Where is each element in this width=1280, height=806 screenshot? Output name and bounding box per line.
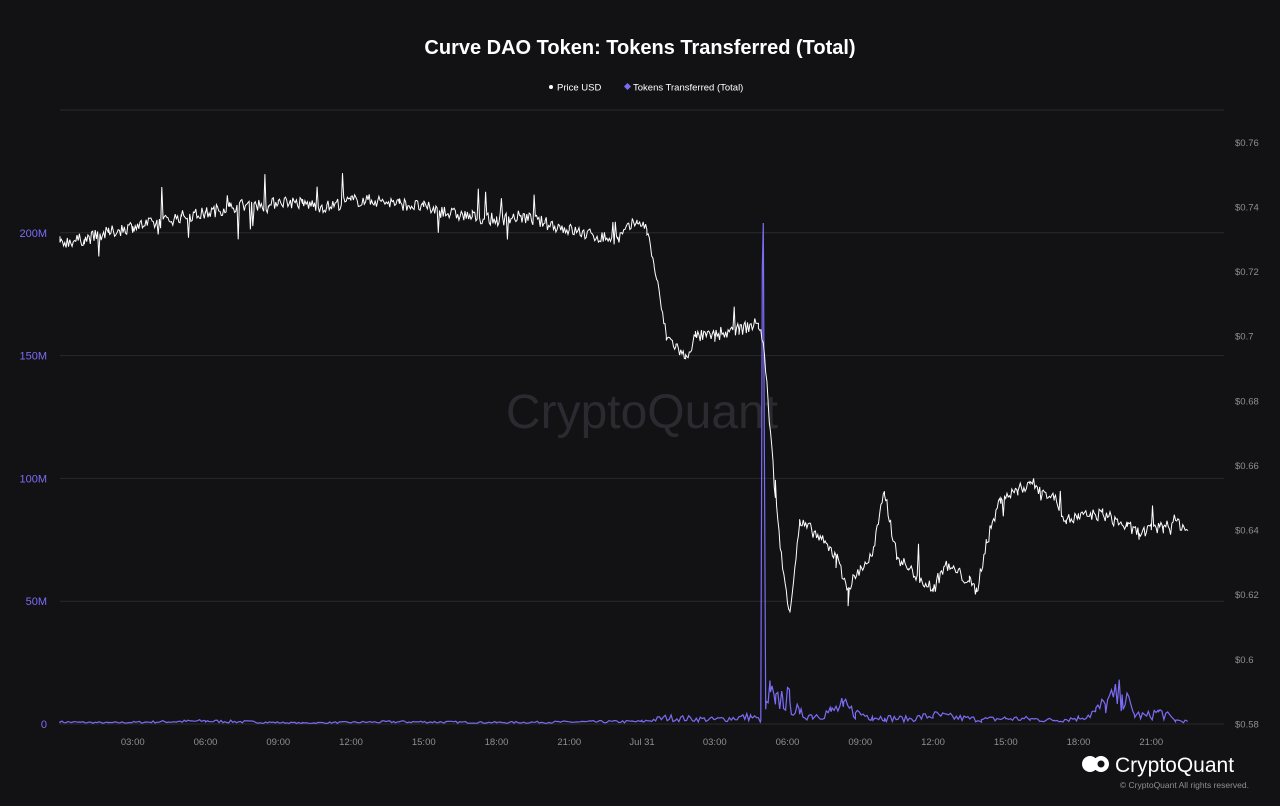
x-tick-label: 21:00	[1139, 737, 1163, 748]
legend-marker-diamond	[623, 82, 632, 91]
y-left-tick-label: 50M	[26, 596, 47, 608]
brand-logo: CryptoQuant	[1082, 754, 1234, 777]
series-tokens-transferred-line	[59, 222, 1189, 725]
logo-icon-hole	[1097, 760, 1105, 768]
gridlines	[60, 109, 1224, 725]
y-right-tick-label: $0.68	[1235, 396, 1259, 407]
legend: Price USD Tokens Transferred (Total)	[549, 83, 743, 94]
legend-item: Price USD	[549, 83, 601, 94]
x-axis: 03:00 06:00 09:00 12:00 15:00 18:00 21:00 Jul 3…	[121, 737, 1163, 748]
x-tick-label: 18:00	[485, 737, 509, 748]
x-tick-label: 15:00	[994, 737, 1018, 748]
y-right-tick-label: $0.6	[1235, 655, 1254, 666]
legend-marker-circle	[549, 85, 553, 89]
y-right-tick-label: $0.76	[1235, 138, 1259, 149]
watermark: CryptoQuant	[506, 386, 778, 439]
y-right-tick-label: $0.58	[1235, 720, 1259, 731]
legend-label: Tokens Transferred (Total)	[633, 83, 743, 94]
x-tick-label: Jul 31	[629, 737, 654, 748]
x-tick-label: 06:00	[776, 737, 800, 748]
logo-icon	[1082, 756, 1098, 772]
y-left-tick-label: 150M	[19, 351, 47, 363]
x-tick-label: 12:00	[921, 737, 945, 748]
x-tick-label: 09:00	[266, 737, 290, 748]
y-right-tick-label: $0.7	[1235, 332, 1254, 343]
x-tick-label: 18:00	[1067, 737, 1091, 748]
x-tick-label: 09:00	[848, 737, 872, 748]
y-right-tick-label: $0.64	[1235, 526, 1259, 537]
legend-label: Price USD	[557, 83, 601, 94]
y-right-tick-label: $0.62	[1235, 590, 1259, 601]
right-axis: $0.58 $0.6 $0.62 $0.64 $0.66 $0.68 $0.7 $0.72 $0…	[1235, 138, 1259, 731]
y-right-tick-label: $0.72	[1235, 267, 1259, 278]
x-tick-label: 15:00	[412, 737, 436, 748]
x-tick-label: 03:00	[703, 737, 727, 748]
brand-name: CryptoQuant	[1115, 754, 1234, 777]
x-tick-label: 12:00	[339, 737, 363, 748]
x-tick-label: 06:00	[194, 737, 218, 748]
x-tick-label: 21:00	[557, 737, 581, 748]
legend-item: Tokens Transferred (Total)	[623, 82, 743, 94]
copyright: © CryptoQuant All rights reserved.	[1120, 780, 1249, 790]
y-left-tick-label: 0	[41, 719, 47, 731]
y-left-tick-label: 200M	[19, 228, 47, 240]
plot-area	[59, 173, 1189, 725]
series-price-usd-line	[59, 173, 1189, 613]
chart-title: Curve DAO Token: Tokens Transferred (Tot…	[424, 37, 855, 59]
y-left-tick-label: 100M	[19, 473, 47, 485]
y-right-tick-label: $0.74	[1235, 202, 1259, 213]
x-tick-label: 03:00	[121, 737, 145, 748]
left-axis: 0 50M 100M 150M 200M	[19, 228, 47, 731]
y-right-tick-label: $0.66	[1235, 461, 1259, 472]
